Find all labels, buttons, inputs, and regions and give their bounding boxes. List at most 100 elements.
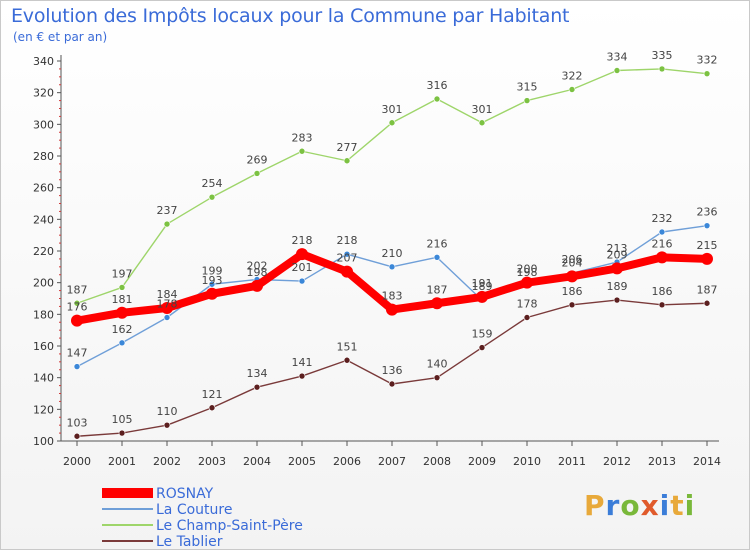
legend-label: Le Champ-Saint-Père [156,518,303,534]
data-point [656,251,668,264]
data-label: 197 [112,267,133,280]
data-point [163,220,171,228]
data-point [116,306,128,319]
data-label: 283 [292,131,313,144]
x-tick-label: 2010 [513,455,541,468]
x-tick-label: 2011 [558,455,586,468]
data-point [73,299,81,307]
data-point [433,95,441,103]
data-point [611,262,623,275]
data-point [658,301,666,309]
data-label: 232 [652,212,673,225]
data-label: 136 [382,364,403,377]
data-label: 105 [112,413,133,426]
data-point [71,314,83,327]
data-point [296,248,308,261]
data-point [431,297,443,310]
y-tick-label: 160 [33,340,54,353]
data-point [388,263,396,271]
data-label: 204 [562,256,583,269]
data-point [208,193,216,201]
data-point [73,432,81,440]
data-label: 236 [697,206,718,219]
data-label: 121 [202,388,223,401]
data-point [298,147,306,155]
series-layer [71,65,713,440]
y-tick-label: 120 [33,403,54,416]
x-tick-label: 2000 [63,455,91,468]
data-label: 187 [67,283,88,296]
logo-letter: i [659,489,671,522]
y-tick-label: 300 [33,118,54,131]
y-tick-label: 100 [33,435,54,448]
data-label: 191 [472,277,493,290]
data-label: 141 [292,356,313,369]
data-point [118,284,126,291]
data-point [388,119,396,127]
logo-letter: r [605,489,621,522]
data-label: 200 [517,263,538,276]
data-point [343,250,351,258]
data-point [118,339,126,347]
data-label: 199 [202,264,223,277]
data-point [388,380,396,388]
data-label: 269 [247,153,268,166]
y-tick-label: 240 [33,213,54,226]
data-point [341,265,353,278]
data-label: 189 [472,280,493,293]
logo-letter: o [620,489,641,522]
chart-subtitle: (en € et par an) [13,30,108,44]
legend-label: ROSNAY [156,486,214,502]
data-point [523,97,531,104]
data-label: 198 [247,266,268,279]
x-tick-label: 2002 [153,455,181,468]
x-tick-label: 2004 [243,455,271,468]
logo-letter: t [670,489,685,522]
data-point [206,287,218,300]
data-label: 207 [337,252,358,265]
data-label: 103 [67,416,88,429]
data-point [163,314,171,321]
data-label: 218 [337,234,358,247]
data-point [251,279,263,292]
data-point [118,429,126,437]
x-tick-label: 2013 [648,455,676,468]
data-point [703,299,711,307]
data-label: 186 [562,285,583,298]
x-tick-label: 2005 [288,455,316,468]
data-point [208,404,216,412]
data-label: 316 [427,79,448,92]
y-tick-label: 280 [33,150,54,163]
data-point [523,314,531,321]
legend-label: Le Tablier [156,534,223,549]
data-point [253,170,261,177]
data-label: 178 [157,298,178,311]
x-tick-label: 2009 [468,455,496,468]
data-point [253,383,261,391]
data-label: 176 [67,301,88,314]
data-label: 159 [472,328,493,341]
data-point [613,67,621,74]
data-label: 332 [697,54,718,67]
y-tick-label: 320 [33,87,54,100]
chart-title: Evolution des Impôts locaux pour la Comm… [11,5,570,27]
data-point [521,276,533,289]
x-tick-label: 2003 [198,455,226,468]
data-label: 277 [337,141,358,154]
data-point [701,252,713,265]
x-tick-label: 2001 [108,455,136,468]
data-point [566,270,578,283]
data-label: 162 [112,323,133,336]
data-label: 110 [157,405,178,418]
data-label: 301 [382,103,403,116]
axes: 100 120 140 160 180 200 220 240 260 280 300 320 340 2… [33,55,721,468]
data-label: 186 [652,285,673,298]
data-label: 210 [382,247,403,260]
data-label: 201 [292,261,313,274]
data-point [433,374,441,381]
y-tick-label: 200 [33,277,54,290]
data-label: 254 [202,177,223,190]
data-label: 237 [157,204,178,217]
data-label: 206 [562,253,583,266]
